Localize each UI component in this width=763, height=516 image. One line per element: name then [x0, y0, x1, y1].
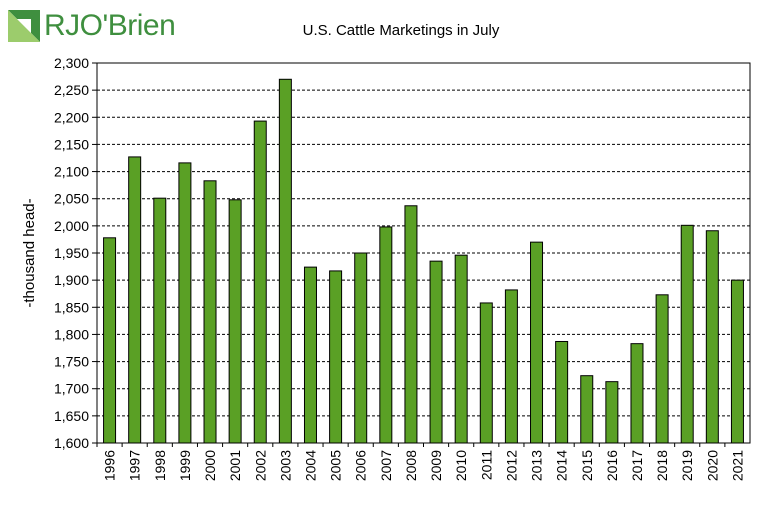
bar-2009: [429, 260, 443, 444]
bar-2002: [253, 120, 267, 444]
y-tick-label: 2,100: [54, 164, 89, 180]
bar-2006: [354, 252, 368, 444]
bar-2003: [278, 78, 292, 444]
bar-2008: [404, 205, 418, 444]
bar-1998: [153, 197, 167, 444]
x-tick-label: 1998: [152, 450, 168, 481]
x-tick-label: 2013: [529, 450, 545, 481]
x-tick-label: 2002: [252, 450, 268, 481]
y-tick-label: 2,000: [54, 218, 89, 234]
bar-2005: [329, 270, 343, 444]
x-tick-label: 2012: [503, 450, 519, 481]
bar-2013: [530, 241, 544, 444]
x-tick-label: 2018: [654, 450, 670, 481]
bar-1997: [128, 156, 142, 444]
bar-2018: [655, 294, 669, 444]
brand-name: RJO'Brien: [44, 9, 176, 42]
x-tick-label: 2019: [679, 450, 695, 481]
bar-2021: [730, 279, 744, 444]
x-tick-label: 1997: [127, 450, 143, 481]
bar-2019: [680, 224, 694, 444]
x-tick-label: 1999: [177, 450, 193, 481]
x-tick-label: 2000: [202, 450, 218, 481]
x-tick-label: 2020: [704, 450, 720, 481]
y-tick-label: 1,600: [54, 435, 89, 451]
bar-2011: [479, 302, 493, 444]
bar-2007: [379, 226, 393, 444]
logo-mark-icon: [8, 10, 40, 42]
x-tick-label: 2021: [729, 450, 745, 481]
bar-2016: [605, 381, 619, 444]
x-tick-label: 2011: [478, 450, 494, 480]
y-tick-label: 2,250: [54, 82, 89, 98]
y-tick-label: 1,700: [54, 381, 89, 397]
bar-2010: [454, 254, 468, 444]
x-tick-label: 2009: [428, 450, 444, 481]
y-tick-label: 1,750: [54, 354, 89, 370]
x-tick-label: 1996: [102, 450, 118, 481]
x-tick-label: 2010: [453, 450, 469, 481]
y-tick-label: 2,050: [54, 191, 89, 207]
y-axis-label: -thousand head-: [21, 198, 38, 307]
x-tick-label: 2015: [579, 450, 595, 481]
y-tick-label: 1,950: [54, 245, 89, 261]
x-tick-label: 2006: [353, 450, 369, 481]
bar-2020: [705, 230, 719, 444]
bar-2014: [555, 340, 569, 444]
y-tick-label: 1,850: [54, 299, 89, 315]
x-tick-label: 2003: [277, 450, 293, 481]
x-tick-label: 2007: [378, 450, 394, 481]
bar-2001: [228, 199, 242, 444]
brand-logo: RJO'Brien: [8, 6, 176, 46]
x-tick-label: 2014: [554, 450, 570, 481]
x-tick-label: 2008: [403, 450, 419, 481]
y-tick-label: 2,150: [54, 136, 89, 152]
y-tick-label: 2,200: [54, 109, 89, 125]
bar-2004: [303, 266, 317, 444]
y-tick-label: 1,800: [54, 326, 89, 342]
y-tick-label: 1,650: [54, 408, 89, 424]
bar-1996: [103, 237, 117, 444]
x-tick-label: 2005: [328, 450, 344, 481]
chart-title: U.S. Cattle Marketings in July: [303, 22, 500, 39]
y-tick-label: 1,900: [54, 272, 89, 288]
bar-2012: [504, 289, 518, 444]
x-tick-label: 2001: [227, 450, 243, 481]
x-tick-label: 2016: [604, 450, 620, 481]
x-tick-label: 2017: [629, 450, 645, 481]
y-tick-label: 2,300: [54, 55, 89, 71]
bar-2015: [580, 375, 594, 444]
bar-1999: [178, 162, 192, 444]
bar-2000: [203, 180, 217, 444]
bar-2017: [630, 343, 644, 444]
x-tick-label: 2004: [302, 450, 318, 481]
